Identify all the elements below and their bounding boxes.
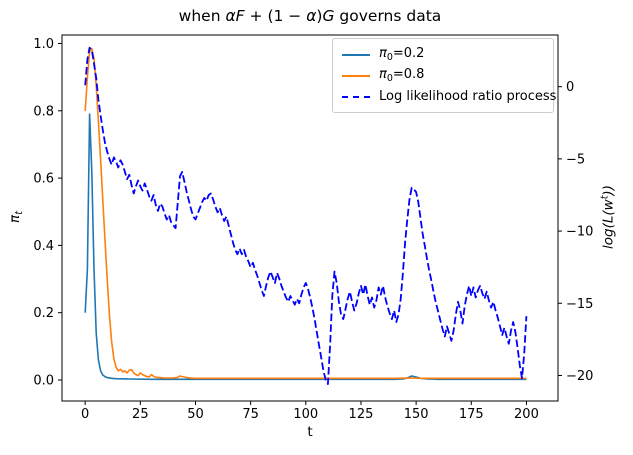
legend-label-part: Log likelihood ratio process bbox=[379, 89, 557, 104]
x-axis-label: t bbox=[307, 424, 313, 440]
legend-label: π0=0.2 bbox=[379, 46, 424, 63]
legend-entry-0: π0=0.2 bbox=[342, 44, 547, 65]
chart-title-part: αF bbox=[225, 7, 245, 25]
y-right-tick-label: −5 bbox=[566, 152, 585, 167]
y-left-tick-label: 0.8 bbox=[33, 104, 54, 119]
x-tick-label: 75 bbox=[242, 407, 259, 422]
solid-line-sample-icon bbox=[342, 74, 370, 77]
legend-label-part: 0 bbox=[386, 52, 393, 63]
legend-label-part: π bbox=[379, 67, 387, 82]
legend-entry-2: Log likelihood ratio process bbox=[342, 86, 556, 107]
x-tick-label: 25 bbox=[132, 407, 149, 422]
series-line-2 bbox=[84, 46, 528, 385]
x-tick-label: 150 bbox=[404, 407, 429, 422]
x-tick-label: 50 bbox=[187, 407, 204, 422]
y-axis-label-right: log(L(wt)) bbox=[600, 185, 617, 249]
y-axis-label-left-part: t bbox=[14, 211, 25, 215]
y-left-tick-label: 0.0 bbox=[33, 374, 54, 389]
x-tick-label: 100 bbox=[293, 407, 318, 422]
y-axis-label-right-part: log(L(w bbox=[600, 199, 617, 249]
axes-frame bbox=[61, 34, 559, 402]
y-right-tick-label: −15 bbox=[566, 297, 593, 312]
chart-title-part: + (1 − bbox=[244, 7, 307, 25]
legend-label-part: 0 bbox=[386, 73, 393, 84]
y-axis-label-right-part: )) bbox=[600, 185, 617, 196]
legend-entry-1: π0=0.8 bbox=[342, 65, 547, 86]
x-tick-label: 0 bbox=[81, 407, 89, 422]
y-right-tick-label: 0 bbox=[566, 80, 574, 95]
legend-label: Log likelihood ratio process bbox=[379, 89, 556, 104]
x-tick-label: 125 bbox=[349, 407, 374, 422]
y-left-tick-label: 0.4 bbox=[33, 239, 54, 254]
y-right-tick-label: −20 bbox=[566, 369, 593, 384]
chart-title-part: α bbox=[306, 7, 317, 25]
legend-label-part: π bbox=[379, 46, 387, 61]
x-tick-label: 175 bbox=[459, 407, 484, 422]
y-axis-label-right-part: t bbox=[599, 195, 611, 200]
series-line-0 bbox=[84, 113, 527, 381]
legend: π0=0.2 π0=0.8 Log likelihood ratio process bbox=[332, 38, 556, 113]
y-axis-label-left: πt bbox=[7, 211, 25, 223]
chart-title: when αF + (1 − α)G governs data bbox=[62, 7, 558, 25]
y-left-tick-label: 0.6 bbox=[33, 172, 54, 187]
y-left-tick-label: 0.2 bbox=[33, 306, 54, 321]
legend-label: π0=0.8 bbox=[379, 67, 424, 84]
legend-label-part: =0.2 bbox=[392, 46, 425, 61]
chart-title-part: ) bbox=[316, 7, 323, 25]
x-tick-label: 200 bbox=[514, 407, 539, 422]
y-right-tick-label: −10 bbox=[566, 225, 593, 240]
chart-title-part: governs data bbox=[334, 7, 442, 25]
dashed-line-sample-icon bbox=[342, 95, 370, 98]
solid-line-sample-icon bbox=[342, 53, 370, 56]
y-left-tick-label: 1.0 bbox=[33, 37, 54, 52]
y-axis-label-left-part: π bbox=[7, 214, 23, 223]
chart-title-part: G bbox=[322, 7, 335, 25]
chart-title-part: when bbox=[178, 7, 226, 25]
legend-label-part: =0.8 bbox=[392, 67, 425, 82]
series-line-1 bbox=[84, 47, 527, 380]
